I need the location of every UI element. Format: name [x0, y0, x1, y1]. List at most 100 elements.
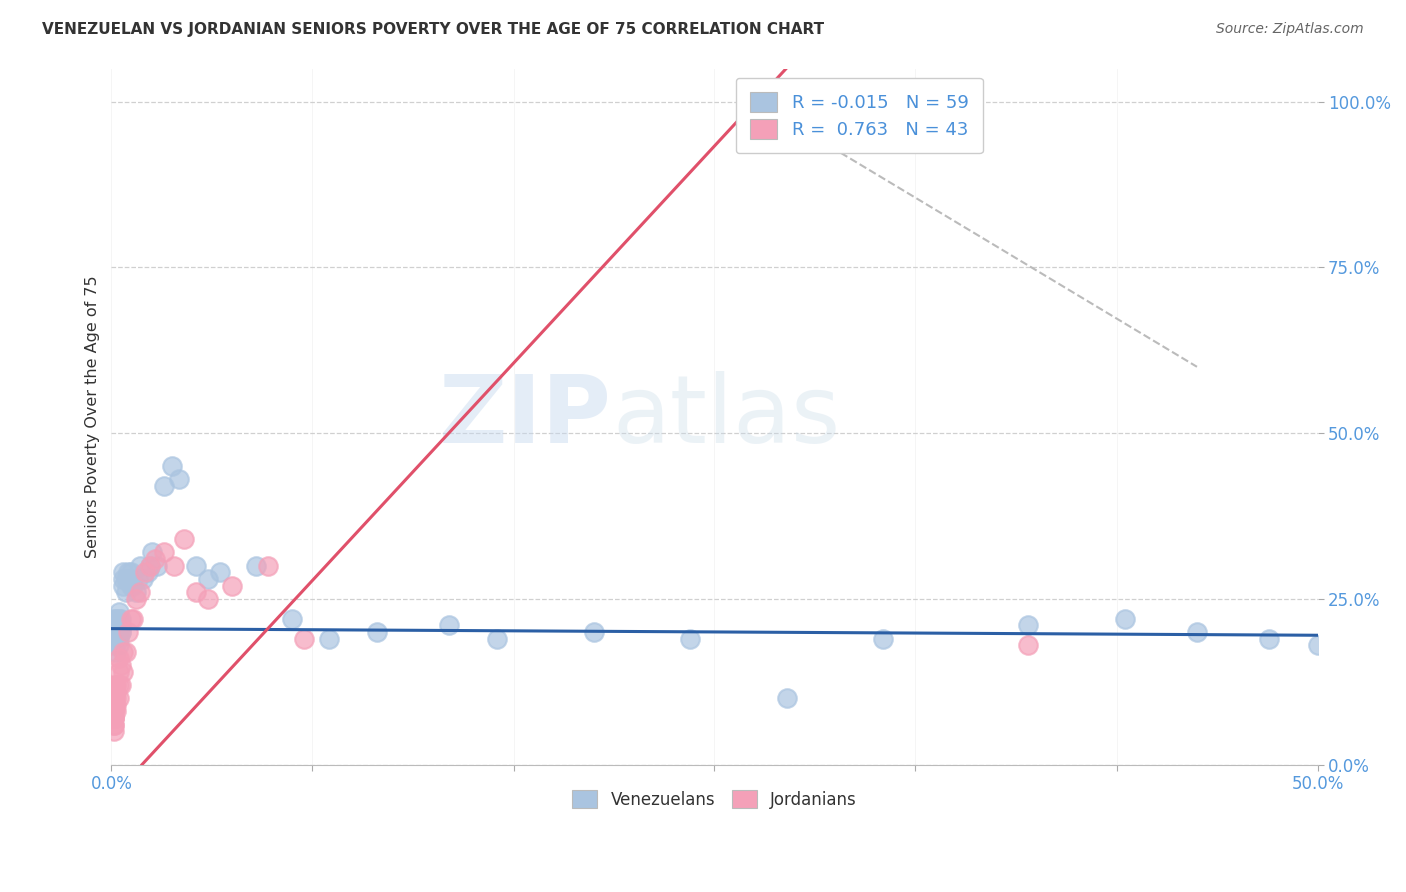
Point — [292, 632, 315, 646]
Point — [105, 618, 128, 632]
Point — [744, 95, 766, 109]
Point — [103, 624, 125, 639]
Point — [117, 624, 139, 639]
Point — [1017, 618, 1039, 632]
Point — [103, 705, 125, 719]
Point — [107, 678, 129, 692]
Point — [127, 572, 149, 586]
Point — [153, 479, 176, 493]
Legend: Venezuelans, Jordanians: Venezuelans, Jordanians — [565, 783, 863, 815]
Point — [103, 711, 125, 725]
Point — [110, 678, 132, 692]
Point — [184, 585, 207, 599]
Point — [103, 632, 125, 646]
Point — [167, 473, 190, 487]
Point — [1114, 612, 1136, 626]
Point — [110, 612, 132, 626]
Point — [679, 632, 702, 646]
Point — [105, 645, 128, 659]
Point — [105, 632, 128, 646]
Point — [112, 566, 135, 580]
Point — [105, 698, 128, 712]
Point — [486, 632, 509, 646]
Point — [110, 618, 132, 632]
Point — [153, 545, 176, 559]
Point — [103, 678, 125, 692]
Point — [103, 705, 125, 719]
Point — [122, 612, 145, 626]
Point — [281, 612, 304, 626]
Y-axis label: Seniors Poverty Over the Age of 75: Seniors Poverty Over the Age of 75 — [86, 276, 100, 558]
Point — [124, 585, 146, 599]
Point — [129, 558, 152, 573]
Point — [112, 665, 135, 679]
Point — [107, 651, 129, 665]
Point — [160, 459, 183, 474]
Point — [1306, 638, 1329, 652]
Point — [103, 691, 125, 706]
Point — [366, 624, 388, 639]
Point — [112, 645, 135, 659]
Text: VENEZUELAN VS JORDANIAN SENIORS POVERTY OVER THE AGE OF 75 CORRELATION CHART: VENEZUELAN VS JORDANIAN SENIORS POVERTY … — [42, 22, 824, 37]
Text: atlas: atlas — [612, 370, 841, 463]
Point — [103, 684, 125, 698]
Point — [107, 624, 129, 639]
Point — [103, 612, 125, 626]
Point — [437, 618, 460, 632]
Point — [120, 578, 142, 592]
Point — [173, 532, 195, 546]
Point — [221, 578, 243, 592]
Point — [139, 558, 162, 573]
Point — [103, 717, 125, 731]
Point — [110, 658, 132, 673]
Point — [115, 585, 138, 599]
Point — [103, 711, 125, 725]
Point — [208, 566, 231, 580]
Point — [107, 691, 129, 706]
Point — [115, 572, 138, 586]
Point — [105, 684, 128, 698]
Point — [105, 624, 128, 639]
Point — [103, 638, 125, 652]
Point — [103, 711, 125, 725]
Point — [107, 638, 129, 652]
Point — [143, 552, 166, 566]
Point — [163, 558, 186, 573]
Text: ZIP: ZIP — [439, 370, 612, 463]
Point — [105, 618, 128, 632]
Point — [120, 566, 142, 580]
Point — [136, 566, 159, 580]
Point — [1258, 632, 1281, 646]
Point — [112, 578, 135, 592]
Point — [107, 612, 129, 626]
Point — [112, 572, 135, 586]
Point — [117, 566, 139, 580]
Point — [117, 572, 139, 586]
Point — [132, 572, 155, 586]
Point — [197, 591, 219, 606]
Point — [1185, 624, 1208, 639]
Point — [197, 572, 219, 586]
Point — [103, 724, 125, 739]
Point — [115, 645, 138, 659]
Point — [141, 545, 163, 559]
Point — [107, 632, 129, 646]
Point — [110, 624, 132, 639]
Point — [122, 578, 145, 592]
Point — [318, 632, 340, 646]
Point — [105, 678, 128, 692]
Point — [872, 632, 894, 646]
Point — [245, 558, 267, 573]
Point — [257, 558, 280, 573]
Point — [110, 624, 132, 639]
Point — [107, 605, 129, 619]
Point — [124, 591, 146, 606]
Point — [105, 705, 128, 719]
Point — [105, 691, 128, 706]
Point — [184, 558, 207, 573]
Point — [582, 624, 605, 639]
Point — [120, 612, 142, 626]
Point — [107, 618, 129, 632]
Point — [103, 717, 125, 731]
Point — [776, 691, 799, 706]
